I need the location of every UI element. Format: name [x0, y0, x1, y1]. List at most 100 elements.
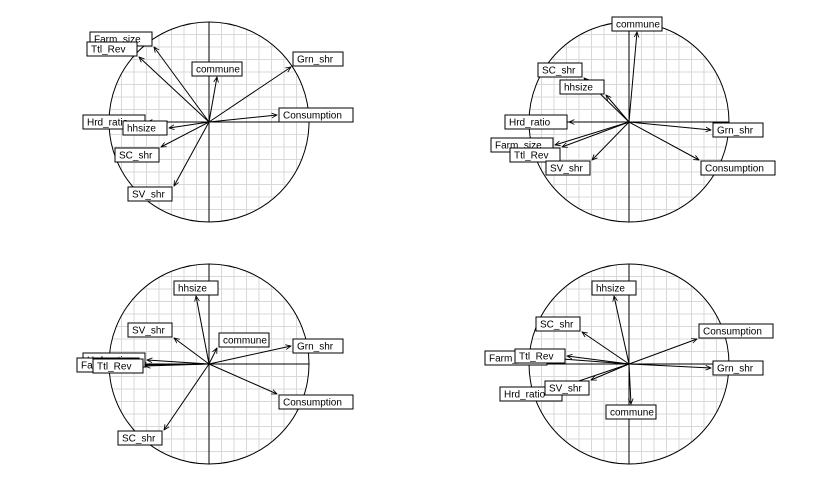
label-sv-shr: SV_shr	[544, 380, 590, 396]
label-box	[712, 360, 764, 376]
arrow-hhsize	[606, 95, 630, 123]
label-sv-shr: SV_shr	[127, 186, 173, 202]
label-text: SV_shr	[132, 326, 165, 337]
label-text: SC_shr	[119, 151, 153, 162]
arrow-grn-shr	[628, 121, 711, 130]
label-hhsize: hhsize	[122, 120, 168, 136]
label-text: hhsize	[127, 124, 156, 135]
label-consumption: Consumption	[700, 160, 776, 176]
label-text: Ttl_Rev	[519, 352, 553, 363]
arrow-farm-size	[154, 47, 210, 123]
arrow-sv-shr	[592, 121, 630, 160]
label-box	[173, 280, 219, 296]
label-text: Consumption	[703, 327, 762, 338]
arrows	[549, 296, 711, 404]
label-sc-shr: SC_shr	[537, 62, 583, 78]
label-text: hhsize	[564, 83, 593, 94]
arrow-hhsize	[196, 296, 210, 365]
arrow-consumption	[208, 363, 277, 395]
label-text: Ttl_Rev	[97, 362, 131, 373]
label-text: Grn_shr	[717, 364, 754, 375]
label-text: SV_shr	[549, 384, 582, 395]
arrow-ttl-rev	[139, 57, 210, 123]
label-sv-shr: SV_shr	[127, 322, 173, 338]
label-box	[114, 147, 160, 163]
label-grn-shr: Grn_shr	[712, 360, 764, 376]
label-consumption: Consumption	[698, 323, 774, 339]
label-box	[127, 322, 173, 338]
label-box	[535, 316, 581, 332]
label-sc-shr: SC_shr	[114, 147, 160, 163]
label-text: commune	[223, 336, 267, 347]
arrow-grn-shr	[208, 67, 291, 123]
label-text: Ttl_Rev	[91, 45, 125, 56]
label-text: Ttl_Rev	[514, 151, 548, 162]
label-text: Hrd_ratio	[87, 118, 129, 129]
label-box	[122, 120, 168, 136]
label-text: Consumption	[705, 164, 764, 175]
label-box	[292, 338, 344, 354]
label-box	[278, 394, 354, 410]
label-commune: commune	[605, 404, 657, 420]
label-text: SV_shr	[132, 190, 165, 201]
arrows	[555, 32, 711, 160]
arrows	[141, 296, 291, 430]
arrow-sc-shr	[161, 121, 210, 147]
label-box	[127, 186, 173, 202]
label-hhsize: hhsize	[591, 280, 637, 296]
labels: hhsizeSV_shrcommuneGrn_shrHrd_ratioFarm_…	[76, 280, 354, 446]
label-box	[712, 122, 764, 138]
label-text: commune	[610, 408, 654, 419]
label-text: Hrd_ratio	[504, 390, 546, 401]
arrow-ttl-rev	[562, 121, 630, 147]
label-box	[544, 380, 590, 396]
arrow-sv-shr	[174, 338, 210, 365]
arrow-sv-shr	[591, 363, 630, 380]
label-hhsize: hhsize	[559, 79, 605, 95]
arrow-sc-shr	[582, 332, 630, 365]
label-text: commune	[616, 20, 660, 31]
arrow-ttl-rev	[145, 364, 210, 366]
label-text: Farm_size	[94, 35, 141, 46]
arrow-hhsize	[169, 121, 210, 128]
label-text: Grn_shr	[297, 55, 334, 66]
label-ttl-rev: Ttl_Rev	[509, 147, 561, 163]
label-commune: commune	[218, 332, 270, 348]
label-box	[611, 16, 663, 32]
label-box	[698, 323, 774, 339]
arrow-hrd-ratio	[147, 360, 210, 365]
label-ttl-rev: Ttl_Rev	[86, 41, 138, 57]
label-box	[86, 41, 138, 57]
arrow-commune	[629, 363, 631, 404]
arrow-sc-shr	[164, 363, 210, 430]
label-box	[537, 62, 583, 78]
label-text: Farm_size	[495, 141, 542, 152]
label-grn-shr: Grn_shr	[292, 338, 344, 354]
label-consumption: Consumption	[278, 394, 354, 410]
label-text: Grn_shr	[717, 126, 754, 137]
arrow-sv-shr	[174, 121, 210, 186]
label-grn-shr: Grn_shr	[292, 51, 344, 67]
label-commune: commune	[611, 16, 663, 32]
label-text: Consumption	[283, 398, 342, 409]
label-text: Farm_size	[489, 354, 536, 365]
arrow-grn-shr	[628, 363, 711, 368]
label-box	[504, 114, 568, 130]
label-box	[292, 51, 344, 67]
arrow-commune	[208, 348, 217, 365]
label-box	[591, 280, 637, 296]
label-box	[514, 348, 566, 364]
arrow-commune	[208, 77, 217, 123]
label-box	[605, 404, 657, 420]
arrow-farm-size	[555, 121, 630, 145]
label-text: hhsize	[178, 284, 207, 295]
label-box	[92, 358, 144, 374]
label-box	[278, 107, 354, 123]
label-text: SV_shr	[550, 164, 583, 175]
label-box	[509, 147, 561, 163]
